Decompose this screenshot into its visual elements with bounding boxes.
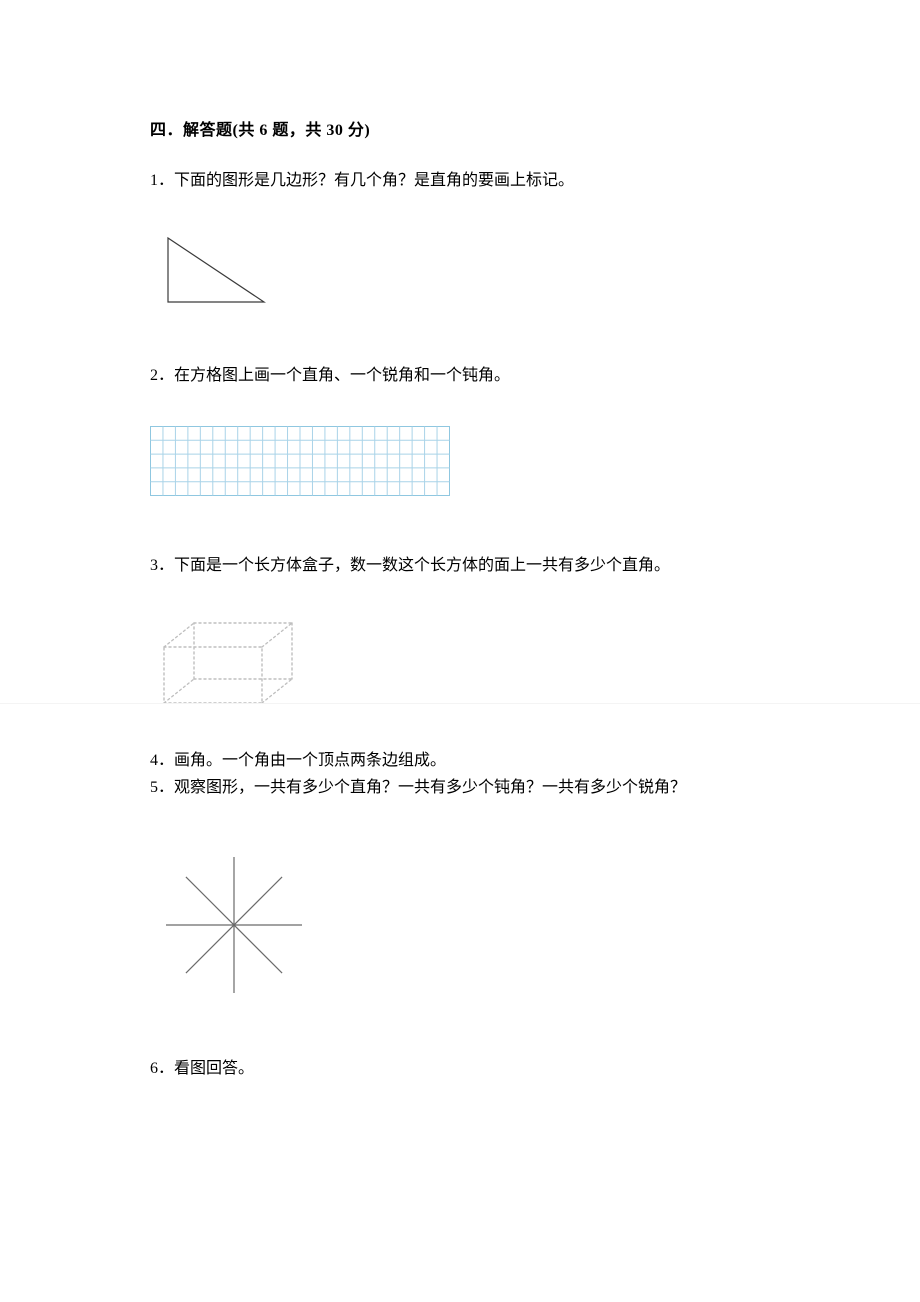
figure-triangle bbox=[160, 234, 770, 311]
figure-cuboid bbox=[158, 617, 770, 714]
question-1: 1．下面的图形是几边形？有几个角？是直角的要画上标记。 bbox=[150, 168, 770, 194]
page-content: 四．解答题(共 6 题，共 30 分) 1．下面的图形是几边形？有几个角？是直角… bbox=[0, 0, 920, 1082]
figure-star bbox=[154, 845, 770, 1010]
horizontal-rule bbox=[0, 703, 920, 704]
section-heading: 四．解答题(共 6 题，共 30 分) bbox=[150, 116, 770, 140]
figure-grid bbox=[150, 426, 770, 501]
question-2: 2．在方格图上画一个直角、一个锐角和一个钝角。 bbox=[150, 363, 770, 389]
question-4: 4．画角。一个角由一个顶点两条边组成。 bbox=[150, 748, 770, 774]
question-5: 5．观察图形，一共有多少个直角？一共有多少个钝角？一共有多少个锐角？ bbox=[150, 775, 770, 801]
question-6: 6．看图回答。 bbox=[150, 1056, 770, 1082]
question-3: 3．下面是一个长方体盒子，数一数这个长方体的面上一共有多少个直角。 bbox=[150, 553, 770, 579]
